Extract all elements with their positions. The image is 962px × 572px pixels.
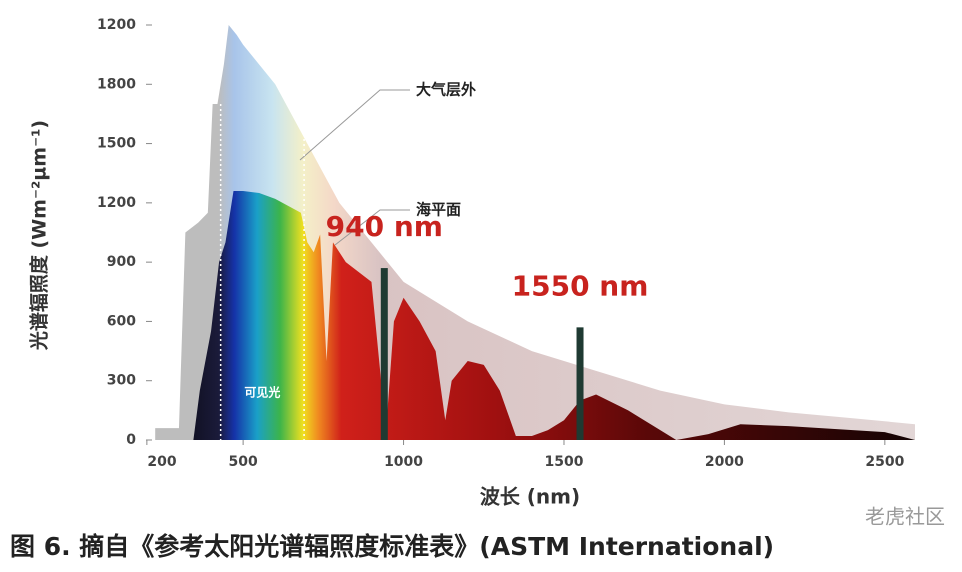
- series-label: 海平面: [416, 201, 461, 219]
- band-label: 可见光: [244, 385, 280, 400]
- y-tick-label: 900: [107, 254, 136, 270]
- area: [185, 191, 916, 440]
- x-tick-label: 200: [147, 454, 176, 470]
- y-tick-label: 600: [107, 313, 136, 329]
- marker-label: 940 nm: [326, 210, 443, 243]
- y-tick-label: 1200: [97, 17, 136, 33]
- callout-line: [299, 89, 410, 161]
- x-tick-label: 2500: [865, 454, 904, 470]
- callout-line: [334, 209, 410, 246]
- caption: 图 6. 摘自《参考太阳光谱辐照度标准表》(ASTM International…: [10, 532, 774, 561]
- y-tick-label: 300: [107, 373, 136, 389]
- y-axis-label: 光谱辐照度 (Wm⁻²µm⁻¹): [28, 120, 51, 351]
- y-tick-label: 1800: [97, 76, 136, 92]
- marker-bar: [576, 327, 584, 440]
- x-axis-label: 波长 (nm): [480, 485, 580, 509]
- marker-bar: [380, 268, 388, 440]
- y-tick-label: 0: [126, 432, 136, 448]
- watermark: 老虎社区: [865, 505, 945, 529]
- x-tick-label: 500: [229, 454, 258, 470]
- y-tick-label: 1500: [97, 136, 136, 152]
- x-tick-label: 1000: [384, 454, 423, 470]
- marker-label: 1550 nm: [512, 269, 649, 302]
- series-label: 大气层外: [416, 81, 476, 99]
- x-tick-label: 1500: [544, 454, 583, 470]
- y-tick-label: 1200: [97, 195, 136, 211]
- x-tick-label: 2000: [705, 454, 744, 470]
